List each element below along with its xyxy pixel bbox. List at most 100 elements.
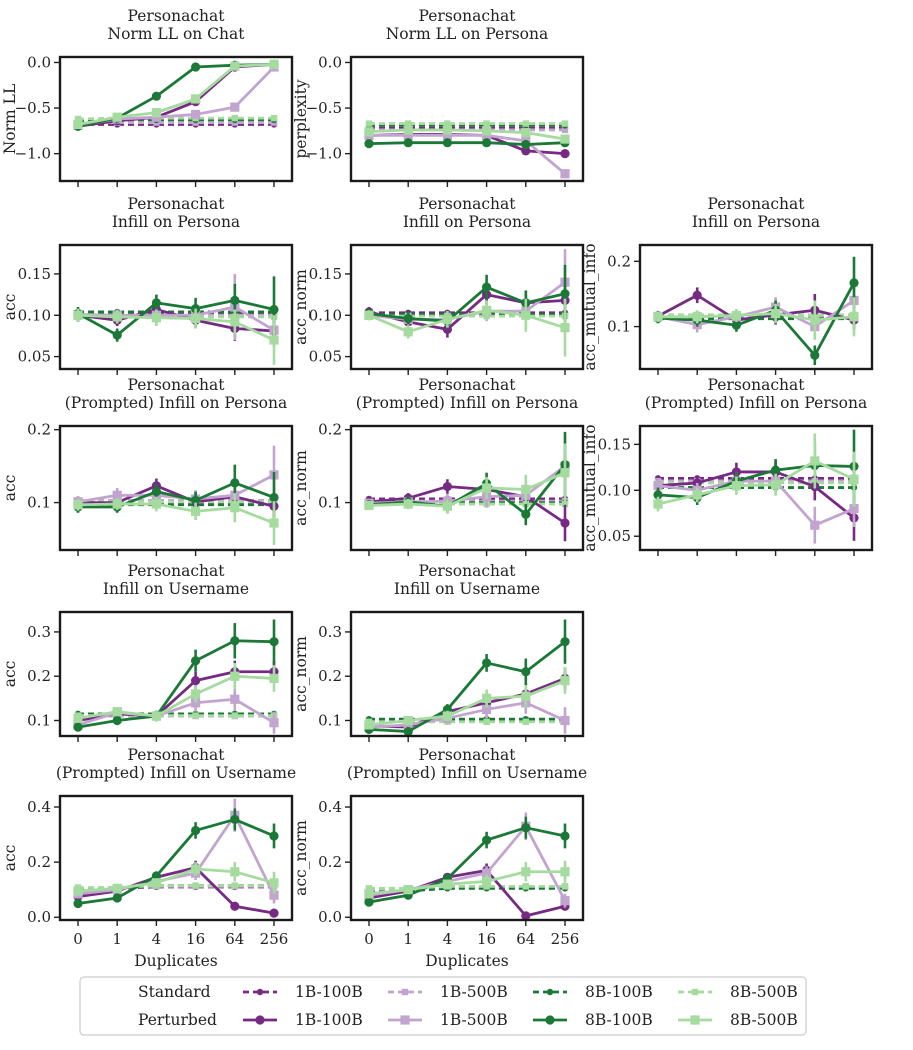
data-point (403, 313, 413, 324)
y-tick-label: 0.15 (309, 265, 342, 283)
y-tick-label: 0.2 (318, 667, 342, 685)
data-point (231, 882, 238, 889)
x-tick-label: 16 (477, 930, 496, 948)
series-1B-100B-perturbed (364, 478, 570, 542)
series-1B-100B-perturbed (364, 283, 570, 338)
data-layer (653, 256, 859, 366)
data-point (269, 908, 279, 918)
data-point (653, 499, 663, 509)
series-line (368, 679, 566, 727)
y-axis-label: acc (1, 475, 19, 502)
data-point (561, 500, 569, 508)
data-point (269, 492, 279, 503)
panel-title: Norm LL on Persona (386, 25, 549, 43)
data-point (849, 504, 859, 514)
data-point (521, 146, 531, 156)
data-point (231, 712, 238, 719)
legend-series-label: 8B-500B (730, 983, 798, 1001)
y-tick-label: 0.2 (607, 252, 631, 270)
y-tick-label: 0.15 (598, 435, 631, 453)
data-point (653, 481, 663, 491)
y-tick-label: 0.2 (318, 421, 342, 439)
data-point (849, 474, 859, 484)
data-point (483, 120, 490, 127)
data-point (191, 825, 201, 836)
data-point (560, 896, 570, 906)
data-point (191, 698, 201, 708)
data-point (230, 901, 240, 911)
data-point (560, 468, 570, 478)
panel-title: Infill on Username (103, 580, 249, 598)
data-point (230, 102, 240, 112)
legend-series-label: 1B-500B (440, 983, 508, 1001)
series-8B-100B-perturbed (364, 619, 570, 736)
data-point (692, 312, 702, 322)
series-line (368, 884, 565, 892)
series-8B-500B-perturbed (73, 493, 279, 545)
y-axis-label: acc_norm (292, 636, 310, 712)
series-8B-500B-perturbed (364, 860, 570, 899)
series-8B-500B-perturbed (73, 308, 279, 365)
legend-marker (690, 1015, 700, 1025)
y-tick-label: −1.0 (306, 145, 342, 163)
data-point (482, 876, 492, 887)
data-point (269, 673, 279, 684)
y-axis-label: acc_norm (292, 269, 310, 345)
data-point (653, 490, 663, 500)
axes-frame (349, 243, 585, 371)
series-8B-100B-perturbed (364, 138, 570, 150)
legend-series-label: 1B-100B (295, 983, 363, 1001)
data-point (192, 882, 199, 889)
data-point (151, 298, 161, 308)
series-8B-500B-perturbed (73, 662, 279, 723)
y-tick-label: 0.3 (27, 623, 51, 641)
panel-title: Personachat (419, 195, 517, 213)
data-point (442, 501, 452, 511)
data-point (112, 707, 122, 717)
series-8B-500B-perturbed (364, 443, 570, 514)
y-tick-label: 0.2 (27, 421, 51, 439)
data-point (191, 656, 201, 666)
y-axis-label: acc (1, 661, 19, 688)
x-tick-label: 0 (364, 930, 374, 948)
data-point (151, 711, 161, 721)
data-point (364, 897, 374, 907)
data-point (560, 518, 570, 528)
x-tick-label: 4 (443, 930, 453, 948)
x-tick-label: 64 (516, 930, 535, 948)
data-point (191, 62, 201, 72)
series-line (368, 485, 566, 525)
data-point (483, 718, 490, 726)
x-tick-label: 0 (73, 930, 83, 948)
data-point (560, 637, 570, 647)
chart-panel-7: Personachat(Prompted) Infill on Persona a… (292, 376, 585, 556)
data-point (112, 112, 122, 122)
data-point (73, 500, 83, 510)
data-point (521, 867, 531, 877)
y-tick-label: 0.4 (27, 798, 51, 816)
y-tick-label: 0.1 (607, 318, 631, 336)
y-tick-label: 0.2 (27, 667, 51, 685)
series-line (657, 479, 855, 527)
data-point (403, 138, 413, 148)
series-line (78, 481, 275, 509)
legend-series-label: 8B-100B (585, 983, 653, 1001)
series-line (77, 313, 275, 342)
data-point (73, 722, 83, 732)
data-point (560, 715, 570, 726)
axes-frame (349, 55, 585, 183)
data-point (230, 636, 240, 646)
data-point (230, 814, 240, 825)
data-point (73, 713, 83, 723)
data-point (73, 119, 83, 130)
data-point (521, 484, 531, 495)
data-point (403, 885, 413, 895)
data-point (810, 350, 820, 360)
data-point (151, 499, 161, 509)
data-point (692, 290, 702, 300)
y-tick-label: −0.5 (306, 99, 342, 117)
series-line (368, 471, 566, 508)
series-1B-500B-perturbed (73, 273, 279, 347)
data-point (482, 126, 492, 136)
